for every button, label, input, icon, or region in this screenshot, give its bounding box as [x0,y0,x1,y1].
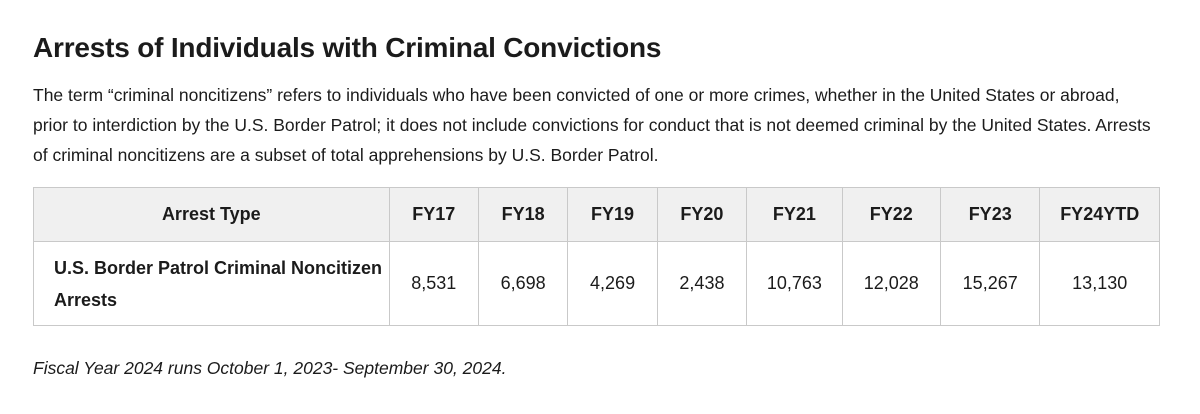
cell-fy18: 6,698 [477,241,569,326]
header-fy24ytd: FY24YTD [1039,187,1160,242]
header-arrest-type: Arrest Type [33,187,390,242]
arrests-table: Arrest Type FY17 FY18 FY19 FY20 FY21 FY2… [33,187,1160,326]
row-label: U.S. Border Patrol Criminal Noncitizen A… [33,241,390,326]
header-fy22: FY22 [841,187,941,242]
cell-fy23: 15,267 [939,241,1041,326]
cell-fy21: 10,763 [746,241,843,326]
page-content: Arrests of Individuals with Criminal Con… [33,32,1160,378]
intro-paragraph: The term “criminal noncitizens” refers t… [33,85,1151,165]
header-fy19: FY19 [567,187,658,242]
footnote: Fiscal Year 2024 runs October 1, 2023- S… [33,358,507,378]
header-fy20: FY20 [656,187,748,242]
cell-fy20: 2,438 [656,241,748,326]
table-row: U.S. Border Patrol Criminal Noncitizen A… [33,241,1160,326]
table-header-row: Arrest Type FY17 FY18 FY19 FY20 FY21 FY2… [33,187,1160,242]
header-fy21: FY21 [746,187,843,242]
cell-fy22: 12,028 [841,241,941,326]
header-fy17: FY17 [388,187,479,242]
cell-fy17: 8,531 [388,241,479,326]
cell-fy19: 4,269 [567,241,658,326]
header-fy18: FY18 [477,187,569,242]
page-title: Arrests of Individuals with Criminal Con… [33,32,662,63]
cell-fy24ytd: 13,130 [1039,241,1160,326]
header-fy23: FY23 [939,187,1041,242]
